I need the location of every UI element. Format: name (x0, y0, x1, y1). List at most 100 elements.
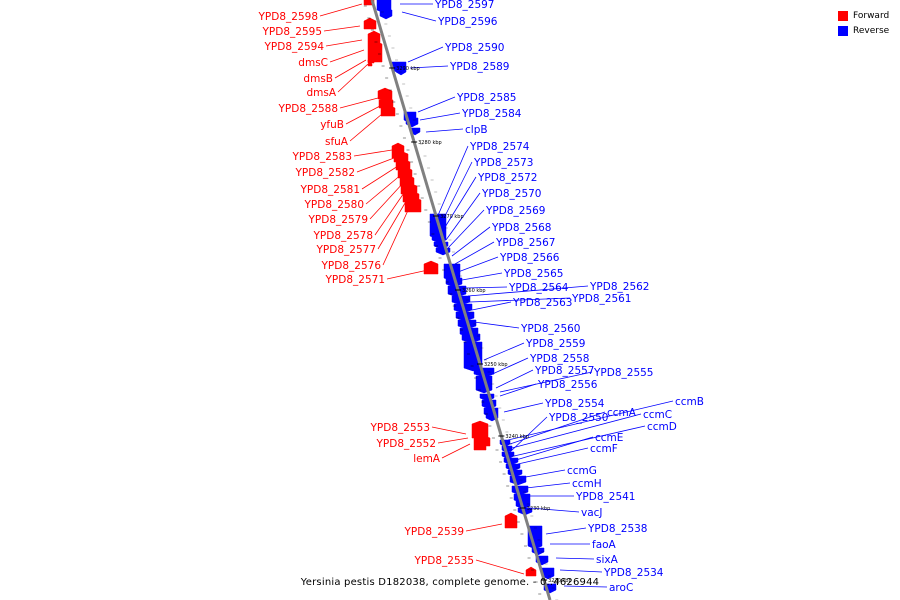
gene-ypd8-2568-label[interactable]: YPD8_2568 (491, 222, 551, 234)
gene-ypd8-2562-label[interactable]: YPD8_2562 (589, 281, 649, 293)
gene-ypd8-2578-leader (374, 189, 407, 236)
gene-ypd8-2577-label[interactable]: YPD8_2577 (316, 244, 376, 256)
gene-ypd8-2552-leader (437, 437, 469, 444)
gene-dmsc-glyph[interactable] (367, 40, 383, 63)
gene-dmsa-label[interactable]: dmsA (306, 87, 336, 99)
gene-ypd8-2557-label[interactable]: YPD8_2557 (534, 365, 594, 377)
gene-ypd8-2568-leader (451, 226, 491, 257)
gene-ccmh-label[interactable]: ccmH (572, 478, 602, 490)
gene-ypd8-2559-label[interactable]: YPD8_2559 (525, 338, 585, 350)
gene-ypd8-2589-leader (409, 65, 449, 69)
gene-ypd8-2588-label[interactable]: YPD8_2588 (278, 103, 338, 115)
gene-ypd8-2561-label[interactable]: YPD8_2561 (571, 293, 631, 305)
gene-ypd8-2538-glyph[interactable] (527, 525, 543, 550)
gene-yfub-label[interactable]: yfuB (320, 119, 344, 131)
reverse-swatch (838, 25, 848, 36)
gene-ypd8-2556-label[interactable]: YPD8_2556 (537, 379, 598, 391)
gene-ypd8-2539-glyph[interactable] (504, 512, 518, 529)
gene-ypd8-2554-label[interactable]: YPD8_2554 (544, 398, 605, 410)
gene-ypd8-2555-label[interactable]: YPD8_2555 (593, 367, 653, 379)
gene-ypd8-2573-label[interactable]: YPD8_2573 (473, 157, 533, 169)
gene-sfua-leader (349, 113, 383, 142)
gene-ypd8-2564-label[interactable]: YPD8_2564 (508, 282, 569, 294)
gene-ypd8-2567-label[interactable]: YPD8_2567 (495, 237, 555, 249)
gene-ccmc-label[interactable]: ccmC (643, 409, 672, 421)
gene-ypd8-2558-label[interactable]: YPD8_2558 (529, 353, 589, 365)
gene-vacj-label[interactable]: vacJ (581, 507, 603, 519)
gene-ccmf-label[interactable]: ccmF (590, 443, 618, 455)
gene-ccmg-label[interactable]: ccmG (567, 465, 597, 477)
gene-ypd8-2566-label[interactable]: YPD8_2566 (499, 252, 560, 264)
gene-ypd8-2550-label[interactable]: YPD8_2550 (548, 412, 608, 424)
gene-ypd8-2580-label[interactable]: YPD8_2580 (304, 199, 364, 211)
gene-faoa-label[interactable]: faoA (592, 539, 617, 551)
gene-ypd8-2579-label[interactable]: YPD8_2579 (308, 214, 368, 226)
gene-ccmd-label[interactable]: ccmD (647, 421, 677, 433)
gene-ypd8-2589-label[interactable]: YPD8_2589 (449, 61, 509, 73)
gene-lema-glyph[interactable] (473, 442, 487, 451)
gene-ypd8-2535-glyph[interactable] (525, 566, 537, 577)
gene-ypd8-2576-glyph[interactable] (404, 196, 422, 213)
gene-ypd8-2585-label[interactable]: YPD8_2585 (456, 92, 516, 104)
genome-backbone (370, 0, 552, 600)
gene-ccma-leader (509, 411, 606, 445)
gene-ypd8-2553-label[interactable]: YPD8_2553 (370, 422, 430, 434)
gene-ypd8-2584-label[interactable]: YPD8_2584 (461, 108, 522, 120)
gene-ypd8-2589-glyph[interactable] (395, 67, 407, 76)
gene-ypd8-2541-label[interactable]: YPD8_2541 (575, 491, 635, 503)
gene-dmsb-label[interactable]: dmsB (303, 73, 333, 85)
gene-sfua-label[interactable]: sfuA (325, 136, 349, 148)
gene-ypd8-2598-label[interactable]: YPD8_2598 (258, 11, 318, 23)
gene-ypd8-2553-glyph[interactable] (471, 420, 489, 439)
gene-ypd8-2552-label[interactable]: YPD8_2552 (376, 438, 436, 450)
gene-ccmb-label[interactable]: ccmB (675, 396, 704, 408)
gene-ypd8-2570-label[interactable]: YPD8_2570 (481, 188, 541, 200)
gene-lema-label[interactable]: lemA (413, 453, 441, 465)
gene-ypd8-2572-label[interactable]: YPD8_2572 (477, 172, 537, 184)
gene-ypd8-2595-label[interactable]: YPD8_2595 (262, 26, 322, 38)
gene-ypd8-2581-glyph[interactable] (395, 158, 411, 171)
gene-ccme-label[interactable]: ccmE (595, 432, 623, 444)
gene-sfua-glyph[interactable] (380, 104, 396, 117)
gene-ypd8-2590-leader (407, 46, 444, 63)
gene-ypd8-2538-label[interactable]: YPD8_2538 (587, 523, 647, 535)
gene-ypd8-2562-leader (467, 285, 589, 297)
gene-ypd8-2596-label[interactable]: YPD8_2596 (437, 16, 498, 28)
gene-ypd8-2576-label[interactable]: YPD8_2576 (321, 260, 382, 272)
gene-ypd8-2560-label[interactable]: YPD8_2560 (520, 323, 580, 335)
gene-ypd8-2539-label[interactable]: YPD8_2539 (404, 526, 464, 538)
gene-ypd8-2571-glyph[interactable] (423, 260, 439, 275)
gene-ypd8-2565-label[interactable]: YPD8_2565 (503, 268, 563, 280)
gene-dmsc-label[interactable]: dmsC (298, 57, 328, 69)
gene-ypd8-2574-label[interactable]: YPD8_2574 (469, 141, 530, 153)
gene-ccmc-leader (511, 413, 642, 449)
gene-ypd8-2571-label[interactable]: YPD8_2571 (325, 274, 385, 286)
gene-ypd8-2594-label[interactable]: YPD8_2594 (264, 41, 325, 53)
gene-ypd8-2552-glyph[interactable] (473, 434, 491, 447)
gene-aroc-leader (563, 585, 608, 588)
gene-ypd8-2576-leader (382, 205, 411, 266)
gene-ccma-label[interactable]: ccmA (607, 407, 637, 419)
gene-ypd8-2596-glyph[interactable] (379, 9, 393, 20)
gene-ypd8-2590-label[interactable]: YPD8_2590 (444, 42, 504, 54)
gene-dmsa-glyph[interactable] (367, 60, 373, 67)
gene-ypd8-2584-leader (419, 112, 461, 121)
gene-aroc-label[interactable]: aroC (609, 582, 633, 594)
gene-sixa-label[interactable]: sixA (596, 554, 619, 566)
gene-ypd8-2597-label[interactable]: YPD8_2597 (434, 0, 494, 11)
gene-ypd8-2535-label[interactable]: YPD8_2535 (414, 555, 474, 567)
gene-ypd8-2569-label[interactable]: YPD8_2569 (485, 205, 545, 217)
gene-ypd8-2583-label[interactable]: YPD8_2583 (292, 151, 352, 163)
gene-ypd8-2582-label[interactable]: YPD8_2582 (295, 167, 355, 179)
gene-ypd8-2534-label[interactable]: YPD8_2534 (603, 567, 664, 579)
gene-ypd8-2581-label[interactable]: YPD8_2581 (300, 184, 360, 196)
gene-ypd8-2585-leader (417, 96, 456, 113)
legend: Forward Reverse (838, 8, 889, 38)
gene-ypd8-2582-glyph[interactable] (393, 150, 409, 163)
gene-ypd8-2595-glyph[interactable] (363, 17, 377, 30)
gene-ypd8-2569-leader (447, 209, 485, 249)
gene-clpb-label[interactable]: clpB (465, 124, 488, 136)
gene-ypd8-2574-leader (435, 145, 469, 221)
gene-ypd8-2563-label[interactable]: YPD8_2563 (512, 297, 572, 309)
gene-ypd8-2578-label[interactable]: YPD8_2578 (313, 230, 373, 242)
